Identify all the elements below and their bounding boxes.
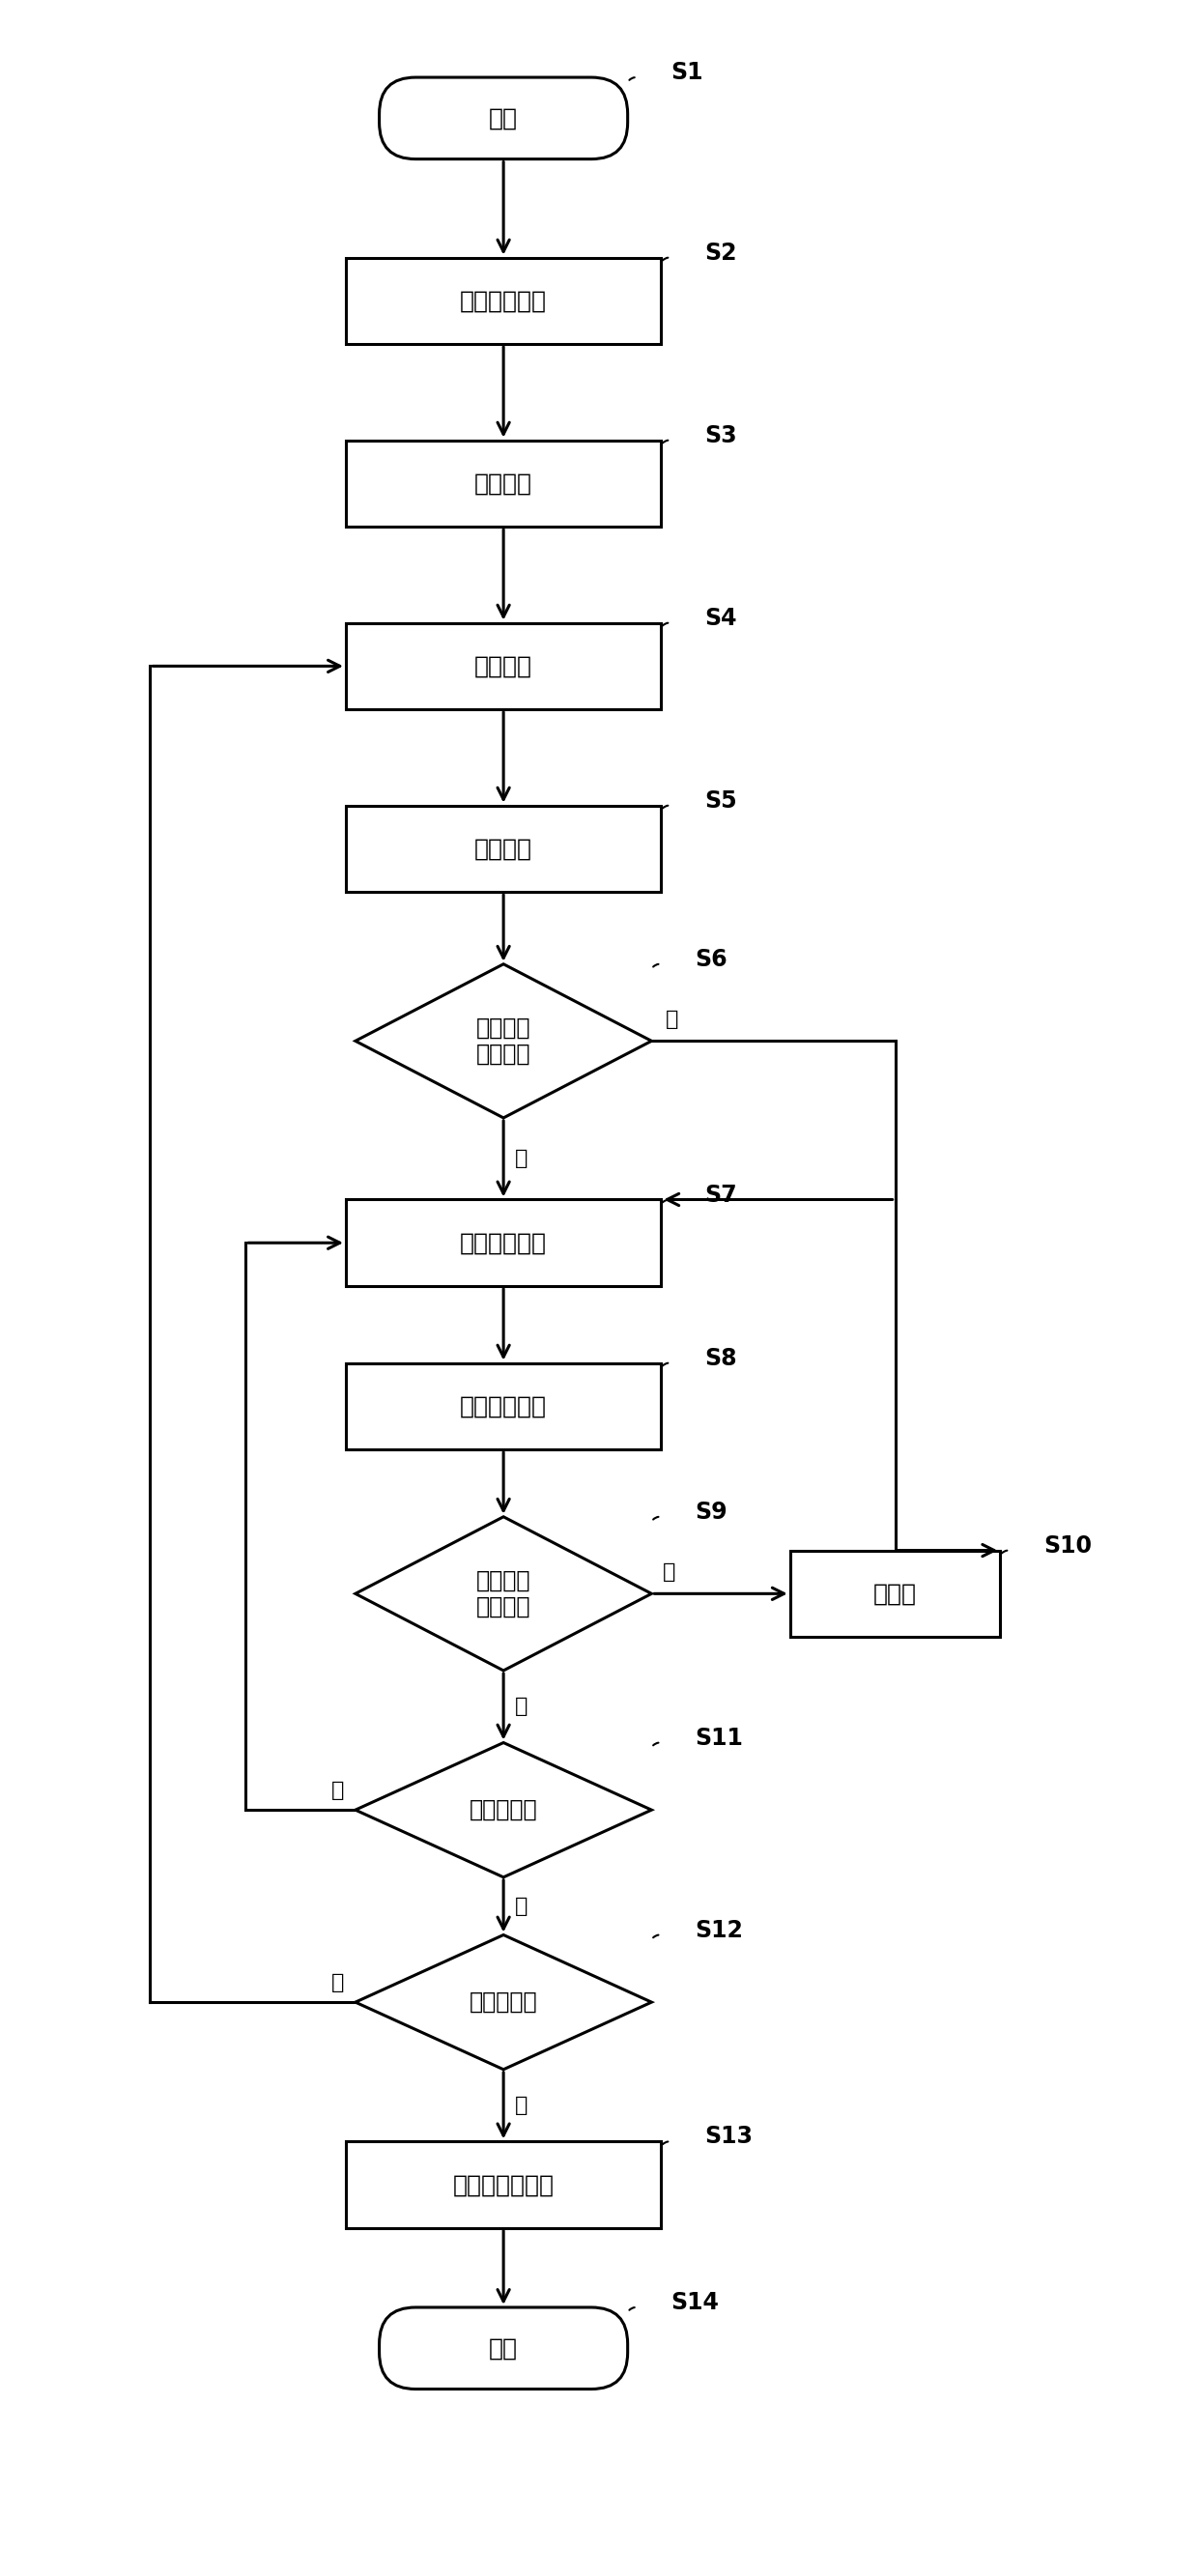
FancyBboxPatch shape [346, 806, 661, 891]
Text: 相机到位: 相机到位 [474, 654, 532, 677]
Text: S4: S4 [704, 605, 737, 629]
Text: 拍摄全屏: 拍摄全屏 [474, 837, 532, 860]
Text: S10: S10 [1043, 1535, 1091, 1558]
Text: 接线机构接线: 接线机构接线 [460, 289, 547, 312]
Text: S14: S14 [671, 2290, 719, 2313]
Text: S2: S2 [704, 242, 737, 265]
Text: 是: 是 [515, 1896, 528, 1917]
FancyBboxPatch shape [346, 2141, 661, 2228]
Text: 否: 否 [331, 1973, 344, 1994]
FancyBboxPatch shape [789, 1551, 1000, 1636]
Text: 发送切屏指令: 发送切屏指令 [460, 1231, 547, 1255]
Text: S12: S12 [695, 1919, 743, 1942]
Text: 最后一屏？: 最后一屏？ [470, 1798, 538, 1821]
Polygon shape [356, 1517, 652, 1672]
Text: S6: S6 [695, 948, 727, 971]
Text: S11: S11 [695, 1726, 743, 1749]
FancyBboxPatch shape [380, 2308, 628, 2388]
Text: 拍照提取结果: 拍照提取结果 [460, 1394, 547, 1417]
Text: 开始: 开始 [489, 106, 518, 129]
Text: 是: 是 [515, 1698, 528, 1716]
Text: S8: S8 [704, 1347, 737, 1370]
Text: 否: 否 [666, 1010, 679, 1030]
Text: 不合格: 不合格 [873, 1582, 916, 1605]
Text: 最后表位？: 最后表位？ [470, 1991, 538, 2014]
Polygon shape [356, 1741, 652, 1878]
Text: 完成: 完成 [489, 2336, 518, 2360]
Text: S5: S5 [704, 788, 737, 811]
Text: 是: 是 [515, 1149, 528, 1170]
FancyBboxPatch shape [380, 77, 628, 160]
Text: 降电、相机回位: 降电、相机回位 [453, 2174, 555, 2197]
Text: S1: S1 [671, 62, 703, 85]
FancyBboxPatch shape [346, 623, 661, 708]
Text: 比对特征
是否一致: 比对特征 是否一致 [476, 1015, 531, 1066]
FancyBboxPatch shape [346, 258, 661, 345]
Text: 是: 是 [515, 2097, 528, 2115]
FancyBboxPatch shape [346, 1200, 661, 1285]
Text: 否: 否 [331, 1780, 344, 1801]
FancyBboxPatch shape [346, 1363, 661, 1450]
Text: 比对特征
是否一致: 比对特征 是否一致 [476, 1569, 531, 1618]
Text: S7: S7 [704, 1182, 737, 1206]
Text: S13: S13 [704, 2125, 752, 2148]
Text: 表位加电: 表位加电 [474, 471, 532, 495]
Polygon shape [356, 1935, 652, 2069]
Polygon shape [356, 963, 652, 1118]
Text: S3: S3 [704, 425, 737, 448]
FancyBboxPatch shape [346, 440, 661, 526]
Text: 否: 否 [662, 1564, 676, 1582]
Text: S9: S9 [695, 1499, 727, 1522]
